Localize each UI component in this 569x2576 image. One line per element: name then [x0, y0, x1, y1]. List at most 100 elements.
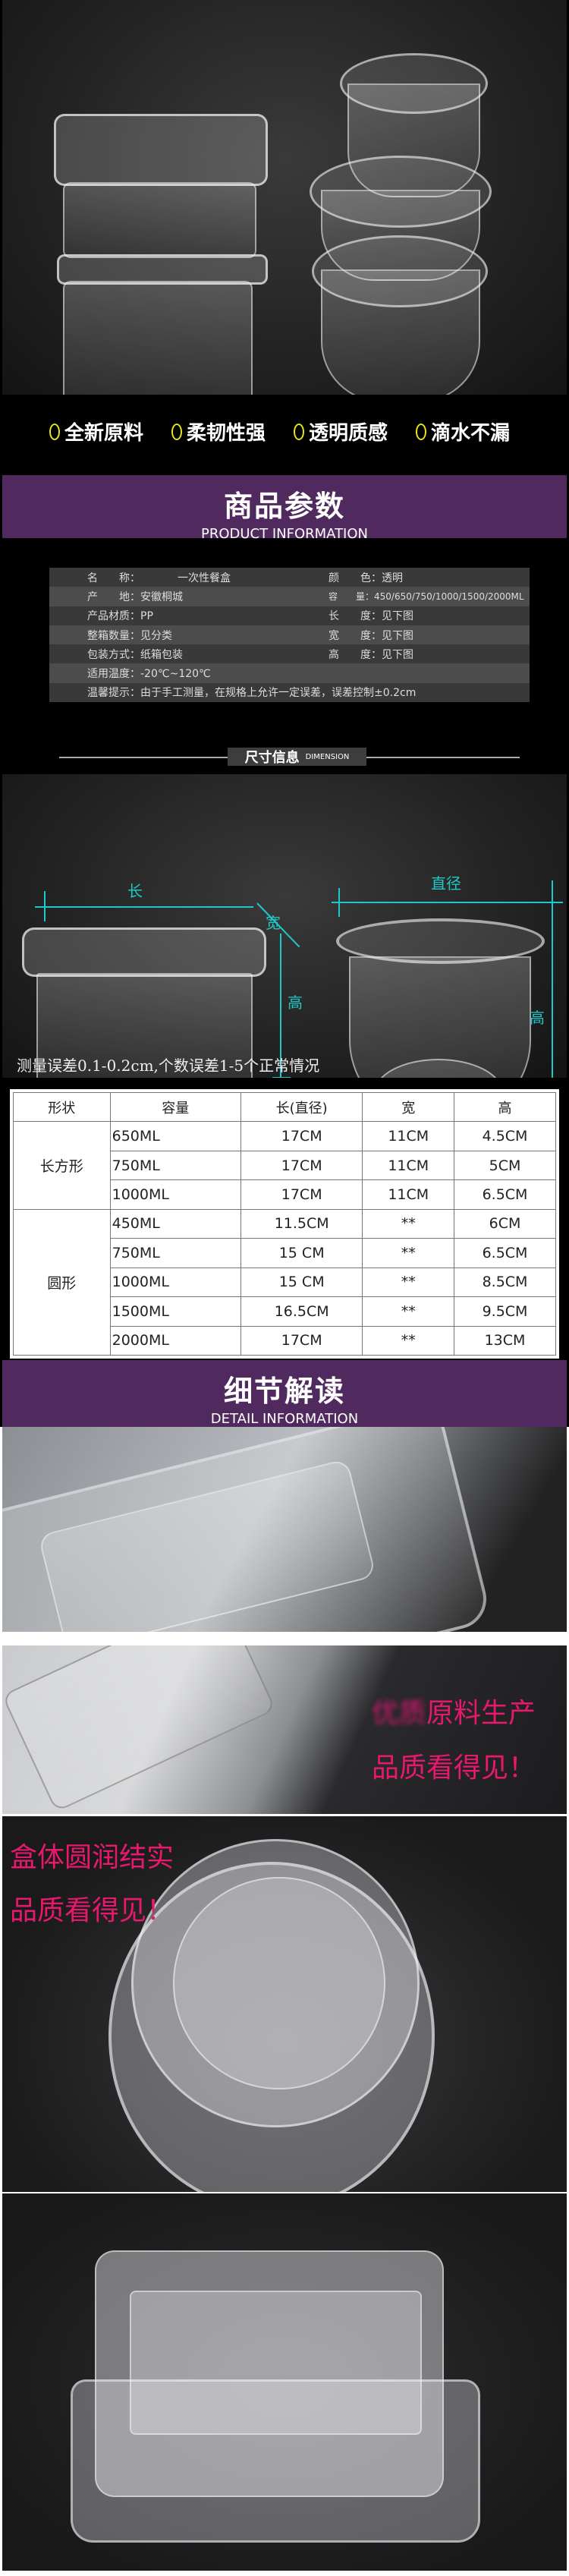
spec-right: 高 度：见下图: [329, 648, 413, 661]
detail-photo-3: 盒体圆润结实 品质看得见！: [2, 1816, 567, 2192]
height-cell: 5CM: [454, 1150, 556, 1181]
height-cell: 6.5CM: [454, 1179, 556, 1210]
spec-row: 适用温度：-20℃~120℃: [49, 663, 530, 683]
table-row: 1000ML 15 CM ** 8.5CM: [14, 1267, 556, 1298]
height-line: [280, 934, 281, 1078]
header-cell: 容量: [109, 1091, 241, 1123]
height-round-label: 高: [530, 1009, 545, 1027]
detail-caption: 品质看得见！: [372, 1752, 536, 1784]
table-row: 1500ML 16.5CM ** 9.5CM: [14, 1296, 556, 1327]
hero-product-photo: [2, 0, 567, 395]
detail-caption: 品质看得见！: [10, 1895, 174, 1926]
spec-left: 产品材质：PP: [87, 610, 153, 623]
feature-label: 柔韧性强: [187, 422, 266, 445]
length-cell: 11.5CM: [240, 1208, 363, 1239]
width-cell: 11CM: [362, 1150, 455, 1181]
height-cell: 8.5CM: [454, 1267, 556, 1298]
size-table: 形状 容量 长(直径) 宽 高 长方形 650ML 17CM 11CM 4.5CM 75…: [10, 1089, 559, 1359]
dimension-title: 尺寸信息: [244, 750, 300, 766]
length-cell: 17CM: [240, 1121, 363, 1151]
spec-left: 包装方式：纸箱包装: [87, 648, 183, 661]
spec-row: 产品材质：PP 长 度：见下图: [49, 606, 530, 625]
detail-photo-1: [2, 1427, 567, 1632]
circle-icon: [49, 423, 60, 440]
spec-right: 宽 度：见下图: [329, 629, 413, 642]
detail-info-banner: 细节解读 DETAIL INFORMATION: [2, 1360, 567, 1427]
length-cell: 17CM: [240, 1150, 363, 1181]
height-cell: 6.5CM: [454, 1238, 556, 1268]
detail-photo-4: [2, 2193, 567, 2571]
width-cell: **: [362, 1208, 455, 1239]
feature-label: 透明质感: [309, 422, 388, 445]
spec-row: 名 称： 一次性餐盒 颜 色：透明: [49, 568, 530, 587]
shape-cell: 长方形: [13, 1121, 111, 1210]
dimension-photo: 长 宽 高 直径 高 测量误差0.1-0.2cm,个数误差1-5个正常情况: [2, 774, 567, 1078]
feature-label: 滴水不漏: [431, 422, 511, 445]
spec-left: 产 地：安徽桐城: [87, 590, 183, 603]
spec-left: 名 称： 一次性餐盒: [87, 572, 231, 584]
spec-row: 整箱数量：见分类 宽 度：见下图: [49, 625, 530, 645]
spec-left: 温馨提示：由于手工测量，在规格上允许一定误差，误差控制±0.2cm: [87, 687, 417, 700]
header-cell: 形状: [13, 1091, 111, 1123]
capacity-cell: 750ML: [109, 1238, 241, 1268]
spec-table: 名 称： 一次性餐盒 颜 色：透明 产 地：安徽桐城 容 量：450/650/750…: [49, 568, 530, 703]
divider: [366, 757, 520, 758]
measurement-caption: 测量误差0.1-0.2cm,个数误差1-5个正常情况: [17, 1057, 320, 1075]
capacity-cell: 450ML: [109, 1208, 241, 1239]
length-cell: 15 CM: [240, 1238, 363, 1268]
header-cell: 高: [454, 1091, 556, 1123]
section-subtitle: PRODUCT INFORMATION: [200, 526, 369, 542]
caption-text: 原料生产: [426, 1698, 536, 1729]
detail-photo-2: 优质原料生产 品质看得见！: [2, 1645, 567, 1814]
width-cell: **: [362, 1325, 455, 1356]
table-row: 1000ML 17CM 11CM 6.5CM: [14, 1179, 556, 1210]
feature-item: 滴水不漏: [416, 417, 510, 446]
width-cell: **: [362, 1267, 455, 1298]
blurred-brand-text: 优质: [372, 1698, 427, 1729]
spec-left: 适用温度：-20℃~120℃: [87, 668, 211, 681]
spec-row: 温馨提示：由于手工测量，在规格上允许一定误差，误差控制±0.2cm: [49, 682, 530, 703]
height-cell: 6CM: [454, 1208, 556, 1239]
capacity-cell: 1000ML: [109, 1267, 241, 1298]
detail-caption: 优质原料生产: [372, 1691, 536, 1730]
length-label: 长: [127, 882, 143, 900]
spec-right: 容 量：450/650/750/1000/1500/2000ML: [329, 591, 524, 603]
capacity-cell: 2000ML: [109, 1325, 241, 1356]
shape-cell: 圆形: [13, 1208, 111, 1356]
header-cell: 宽: [362, 1091, 455, 1123]
feature-list: 全新原料 柔韧性强 透明质感 滴水不漏: [0, 417, 569, 451]
table-row: 2000ML 17CM ** 13CM: [14, 1325, 556, 1356]
width-cell: **: [362, 1296, 455, 1327]
product-info-banner: 商品参数 PRODUCT INFORMATION: [2, 475, 567, 542]
feature-item: 透明质感: [294, 417, 388, 446]
length-cell: 16.5CM: [240, 1296, 363, 1327]
header-cell: 长(直径): [240, 1091, 363, 1123]
height-cell: 13CM: [454, 1325, 556, 1356]
section-title: 细节解读: [223, 1375, 345, 1408]
length-cell: 15 CM: [240, 1267, 363, 1298]
section-subtitle: DETAIL INFORMATION: [210, 1411, 359, 1427]
height-label: 高: [288, 994, 303, 1012]
height-cell: 9.5CM: [454, 1296, 556, 1327]
capacity-cell: 1000ML: [109, 1179, 241, 1210]
table-header: 形状 容量 长(直径) 宽 高: [13, 1091, 556, 1123]
capacity-cell: 750ML: [109, 1150, 241, 1181]
circle-icon: [294, 423, 304, 440]
capacity-cell: 1500ML: [109, 1296, 241, 1327]
divider: [59, 757, 228, 758]
width-cell: 11CM: [362, 1179, 455, 1210]
table-row: 长方形 650ML 17CM 11CM 4.5CM: [13, 1121, 556, 1210]
spec-row: 包装方式：纸箱包装 高 度：见下图: [49, 644, 530, 664]
dimension-subtitle: DIMENSION: [305, 752, 350, 761]
circle-icon: [171, 423, 182, 440]
section-title: 商品参数: [223, 490, 345, 523]
width-cell: **: [362, 1238, 455, 1268]
length-cell: 17CM: [240, 1325, 363, 1356]
diameter-label: 直径: [431, 874, 461, 893]
spec-right: 颜 色：透明: [329, 572, 403, 584]
length-line: [35, 906, 253, 908]
width-label: 宽: [266, 914, 281, 932]
capacity-cell: 650ML: [109, 1121, 241, 1151]
height-cell: 4.5CM: [454, 1121, 556, 1151]
feature-item: 全新原料: [49, 417, 143, 446]
